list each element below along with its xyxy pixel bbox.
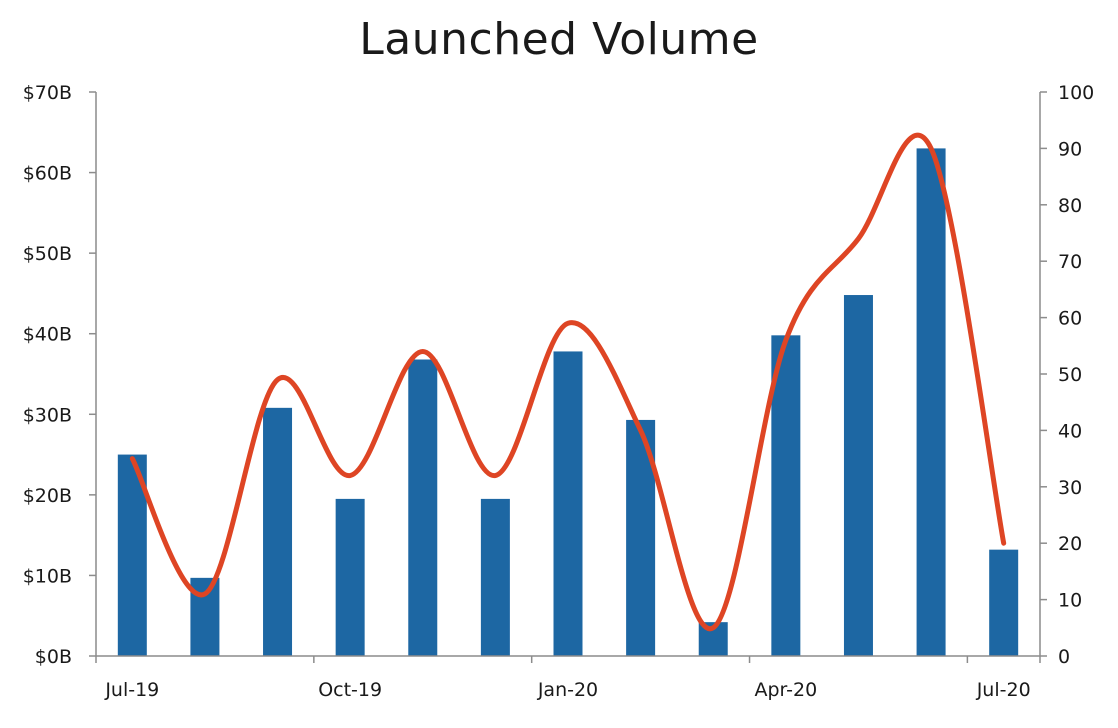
y-right-tick-label: 80 (1058, 195, 1082, 217)
bar-Jan-20 (553, 351, 583, 656)
line-series (129, 132, 1007, 632)
chart-title: Launched Volume (359, 14, 759, 65)
y-left-tick-label: $0B (35, 646, 72, 668)
y-right-tick-label: 0 (1058, 646, 1070, 668)
bars-layer (117, 148, 1019, 656)
axes-layer: $0B $10B $20B $30B $40B $50B $60B $70B 0 10 20 30 40… (23, 82, 1095, 701)
x-tick-label: Oct-19 (318, 679, 382, 701)
y-left-tick-label: $60B (23, 163, 72, 185)
bar-Oct-19 (335, 498, 365, 656)
y-right-tick-label: 50 (1058, 364, 1082, 386)
x-tick-label: Jan-20 (537, 679, 598, 701)
bar-Apr-20 (771, 335, 801, 656)
line-layer (129, 132, 1007, 632)
bar-Sep-19 (263, 407, 293, 656)
bar-Nov-19 (408, 359, 438, 656)
y-right-tick-label: 60 (1058, 308, 1082, 330)
bar-May-20 (843, 295, 873, 656)
y-right-tick-label: 20 (1058, 533, 1082, 555)
y-left-tick-label: $10B (23, 565, 72, 587)
x-tick-label: Apr-20 (755, 679, 818, 701)
y-right-tick-label: 90 (1058, 138, 1082, 160)
y-right-tick-label: 100 (1058, 82, 1094, 104)
y-right-tick-label: 40 (1058, 420, 1082, 442)
x-tick-label: Jul-20 (976, 679, 1031, 701)
y-right-tick-label: 70 (1058, 251, 1082, 273)
y-left-tick-label: $70B (23, 82, 72, 104)
y-right-tick-label: 30 (1058, 477, 1082, 499)
bar-Dec-19 (480, 498, 510, 656)
y-right-tick-label: 10 (1058, 590, 1082, 612)
y-left-tick-label: $20B (23, 485, 72, 507)
y-left-tick-label: $40B (23, 324, 72, 346)
x-tick-label: Jul-19 (104, 679, 159, 701)
bar-Jun-20 (916, 148, 946, 656)
bar-Jul-20 (989, 549, 1019, 656)
y-left-tick-label: $50B (23, 243, 72, 265)
y-left-tick-label: $30B (23, 404, 72, 426)
